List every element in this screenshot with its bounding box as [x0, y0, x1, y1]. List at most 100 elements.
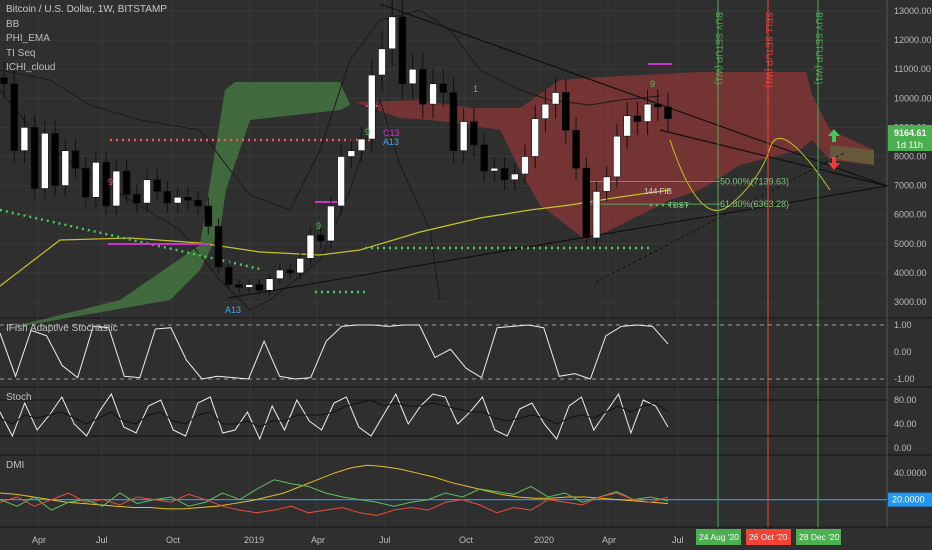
- candle-up: [551, 92, 560, 105]
- time-axis-tick: Oct: [459, 535, 474, 545]
- candle-up: [521, 156, 529, 175]
- price-axis-tick: 4000.00: [894, 268, 927, 278]
- dmi-series-line: [0, 479, 669, 511]
- candle-up: [357, 138, 366, 151]
- time-axis-tick: Apr: [602, 535, 616, 545]
- candle-up: [20, 127, 29, 151]
- stoch-axis-tick: 40.00: [894, 419, 917, 429]
- ifish-line: [0, 324, 669, 380]
- candle-down: [562, 92, 570, 131]
- candle-down: [224, 266, 233, 285]
- time-axis-tick: 2019: [244, 535, 264, 545]
- bollinger-upper: [0, 9, 661, 211]
- candle-up: [429, 83, 437, 105]
- candle-up: [592, 191, 601, 239]
- ifish-axis-tick: -1.00: [894, 374, 915, 384]
- stoch-k-line: [0, 392, 669, 441]
- candle-down: [316, 234, 325, 242]
- candle-down: [194, 199, 202, 207]
- price-axis-tick: 3000.00: [894, 297, 927, 307]
- candle-up: [92, 162, 100, 198]
- candle-down: [664, 106, 672, 119]
- candle-up: [265, 278, 274, 291]
- indicator-ichi-cloud[interactable]: ICHI_cloud: [6, 62, 56, 73]
- ema-projection: [669, 137, 831, 211]
- trendline-upper: [379, 3, 888, 187]
- time-axis-tick: Jul: [379, 535, 391, 545]
- stoch-axis-tick: 0.00: [894, 443, 912, 453]
- price-axis-tick: 5000.00: [894, 239, 927, 249]
- price-axis-tick: 13000.00: [894, 6, 932, 16]
- candle-down: [102, 162, 110, 207]
- candle-up: [602, 176, 611, 192]
- candle-up: [367, 74, 376, 140]
- candle-up: [643, 103, 652, 122]
- price-axis-tick: 6000.00: [894, 210, 927, 220]
- candle-down: [480, 144, 488, 172]
- candle-down: [439, 83, 448, 93]
- candle-up: [459, 121, 468, 151]
- price-axis-tick: 10000.00: [894, 93, 932, 103]
- candle-up: [490, 167, 499, 172]
- candle-down: [163, 191, 172, 204]
- candle-down: [500, 167, 509, 181]
- candle-down: [10, 83, 19, 151]
- dmi-panel-title: DMI: [6, 460, 25, 471]
- candle-down: [449, 92, 458, 151]
- indicator-phi-ema[interactable]: PHI_EMA: [6, 33, 50, 44]
- time-axis-tick: 2020: [534, 535, 554, 545]
- sequential-count-label: C13: [383, 128, 400, 138]
- time-axis-tick: Jul: [96, 535, 108, 545]
- candle-up: [510, 173, 519, 181]
- setup-label: BUY SETUP (W1): [714, 12, 724, 85]
- candle-down: [235, 284, 243, 288]
- phi-ema-line: [0, 189, 671, 287]
- dmi-value-tag: [888, 492, 932, 507]
- candle-up: [327, 205, 335, 242]
- ifish-axis-tick: 0.00: [894, 347, 912, 357]
- chart-title: Bitcoin / U.S. Dollar, 1W, BITSTAMP: [6, 4, 167, 15]
- arrow-up-icon: [828, 129, 840, 142]
- candle-down: [133, 194, 141, 204]
- candle-down: [81, 167, 90, 198]
- candle-down: [255, 284, 264, 291]
- stoch-panel-title: Stoch: [6, 392, 32, 403]
- time-axis-tick: Apr: [311, 535, 325, 545]
- setup-label: BUY SETUP (W1): [814, 12, 824, 85]
- dmi-value-label: 20.0000: [892, 495, 925, 505]
- fib-level-label: 61.80%(6363.28): [720, 199, 789, 209]
- marker-date-box: [696, 529, 741, 545]
- ichimoku-cloud-future: [830, 145, 874, 165]
- ichimoku-cloud-bull: [0, 82, 350, 330]
- candle-down: [51, 132, 59, 186]
- dmi-axis-tick: 40.0000: [894, 468, 927, 478]
- trendline-upper-2: [659, 129, 888, 187]
- candle-up: [245, 284, 253, 288]
- time-axis-tick: Oct: [166, 535, 181, 545]
- indicator-ti-seq[interactable]: TI Seq: [6, 47, 36, 59]
- chart-legend: Bitcoin / U.S. Dollar, 1W, BITSTAMP BB P…: [6, 3, 167, 76]
- candle-up: [531, 118, 540, 157]
- candle-down: [214, 226, 223, 268]
- candle-down: [286, 269, 294, 274]
- marker-date-box: [796, 529, 841, 545]
- dmi-series-line: [0, 492, 669, 516]
- candle-down: [633, 115, 642, 122]
- candle-down: [419, 68, 427, 105]
- marker-date-label: 26 Oct '20: [749, 532, 788, 542]
- candle-up: [408, 68, 417, 85]
- indicator-bb[interactable]: BB: [6, 18, 20, 30]
- candle-down: [204, 205, 213, 227]
- candle-up: [173, 196, 182, 204]
- price-axis-tick: 7000.00: [894, 181, 927, 191]
- candle-down: [30, 127, 39, 189]
- tdst-label: TDST: [668, 201, 689, 210]
- price-axis-tick: 8000.00: [894, 152, 927, 162]
- candle-up: [143, 179, 151, 204]
- candle-up: [378, 48, 386, 76]
- sequential-count-label: A13: [383, 137, 399, 147]
- candle-up: [112, 170, 121, 207]
- countdown-label: 1d 11h: [896, 140, 923, 150]
- candle-up: [613, 135, 621, 178]
